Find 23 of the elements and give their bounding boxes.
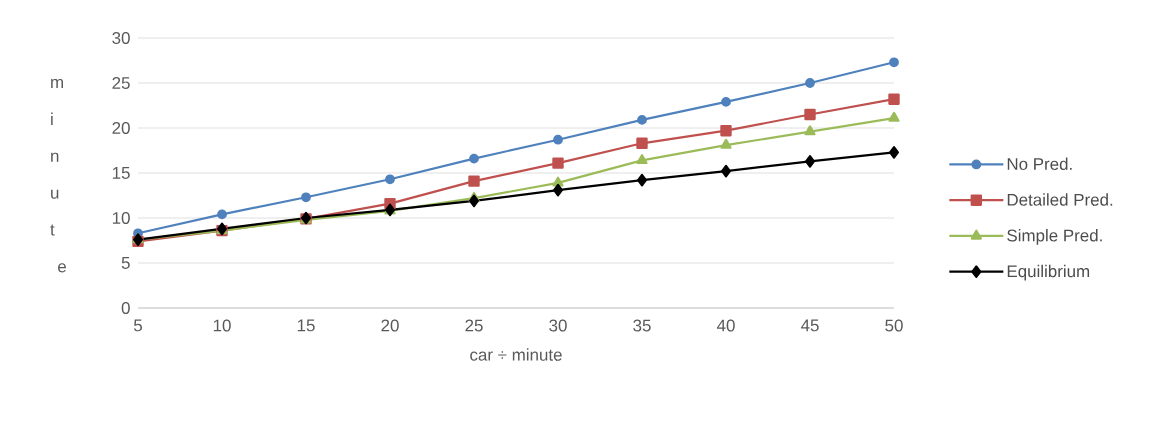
y-tick-label: 10 (112, 212, 130, 224)
y-tick-label: 0 (121, 302, 130, 314)
y-tick-label: 5 (121, 257, 130, 269)
x-tick-label: 5 (133, 319, 142, 332)
legend-label: Equilibrium (1007, 264, 1090, 281)
x-tick-label: 25 (465, 319, 483, 332)
x-tick-label: 30 (549, 319, 567, 332)
x-tick-label: 45 (800, 319, 819, 332)
legend-label: Simple Pred. (1007, 229, 1102, 245)
x-tick-label: 50 (885, 319, 903, 332)
x-tick-label: 20 (381, 319, 399, 332)
text: minute (50, 78, 66, 273)
x-tick-label: 35 (633, 319, 651, 332)
y-tick-label: 20 (112, 122, 130, 134)
legend-label: No Pred. (1007, 157, 1072, 171)
x-tick-label: 15 (297, 319, 315, 332)
x-tick-label: 40 (716, 319, 735, 332)
x-tick-label: 10 (213, 319, 231, 332)
legend-label: Detailed Pred. (1007, 193, 1113, 206)
y-tick-label: 30 (112, 32, 130, 44)
y-tick-label: 25 (112, 77, 130, 89)
y-tick-label: 15 (112, 167, 130, 179)
x-axis-title: car ÷ minute (470, 348, 562, 361)
